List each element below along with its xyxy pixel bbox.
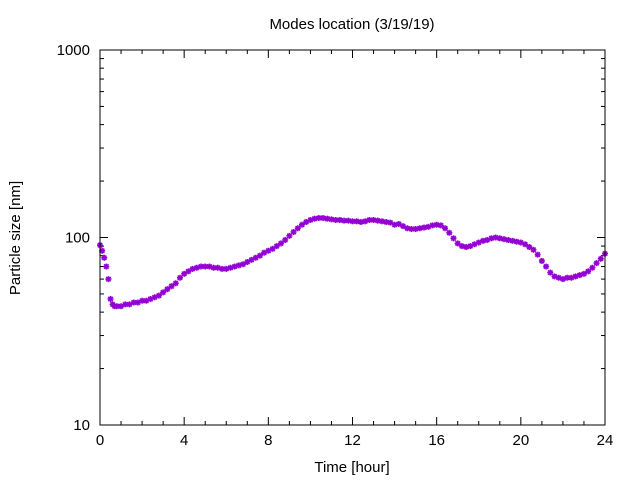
- data-point: [593, 260, 600, 267]
- x-tick-label: 16: [428, 432, 445, 449]
- x-tick-label: 0: [96, 432, 104, 449]
- data-point: [446, 229, 453, 236]
- y-axis-label: Particle size [nm]: [7, 181, 24, 295]
- data-point: [488, 235, 495, 242]
- data-point: [107, 295, 114, 302]
- data-point: [341, 217, 348, 224]
- data-point: [101, 254, 108, 261]
- y-tick-label: 1000: [57, 42, 90, 59]
- data-point: [543, 263, 550, 270]
- data-point: [454, 240, 461, 247]
- data-point: [176, 274, 183, 281]
- data-point: [522, 241, 529, 248]
- data-point: [538, 257, 545, 264]
- minor-ticks: [100, 50, 605, 425]
- data-point: [534, 251, 541, 258]
- data-point: [496, 235, 503, 242]
- data-point: [185, 268, 192, 275]
- data-point: [99, 247, 106, 254]
- data-point: [597, 255, 604, 262]
- data-point: [290, 228, 297, 235]
- data-point: [530, 246, 537, 253]
- data-point: [105, 276, 112, 283]
- y-axis-ticks: 10 100 1000: [57, 42, 605, 434]
- data-point: [442, 225, 449, 232]
- data-point: [437, 222, 444, 229]
- data-point: [336, 216, 343, 223]
- x-tick-label: 24: [597, 432, 614, 449]
- data-point: [202, 263, 209, 270]
- x-axis-ticks: 0 4 8 12 16 20 24: [96, 50, 614, 449]
- data-point: [580, 270, 587, 277]
- data-point: [172, 280, 179, 287]
- data-point: [589, 264, 596, 271]
- data-point: [103, 263, 110, 270]
- data-point: [383, 218, 390, 225]
- data-point: [277, 240, 284, 247]
- data-point: [294, 225, 301, 232]
- data-point: [273, 243, 280, 250]
- data-point: [269, 245, 276, 252]
- data-point: [391, 221, 398, 228]
- x-tick-label: 8: [264, 432, 272, 449]
- x-tick-label: 4: [180, 432, 188, 449]
- data-point: [282, 236, 289, 243]
- data-point: [286, 232, 293, 239]
- data-point: [345, 217, 352, 224]
- data-point: [160, 289, 167, 296]
- chart-title: Modes location (3/19/19): [269, 16, 434, 33]
- y-tick-label: 100: [65, 230, 90, 247]
- data-point: [155, 292, 162, 299]
- data-point: [547, 269, 554, 276]
- y-tick-label: 10: [73, 417, 90, 434]
- data-point: [585, 268, 592, 275]
- data-series: [97, 215, 608, 310]
- plot-frame: [99, 49, 606, 426]
- x-tick-label: 12: [344, 432, 361, 449]
- x-tick-label: 20: [512, 432, 529, 449]
- data-point: [526, 243, 533, 250]
- data-point: [256, 252, 263, 259]
- data-point: [450, 235, 457, 242]
- data-point: [168, 283, 175, 290]
- data-point: [299, 221, 305, 228]
- data-point: [181, 270, 188, 277]
- x-axis-label: Time [hour]: [314, 459, 389, 476]
- data-point: [147, 295, 154, 302]
- data-point: [164, 286, 171, 293]
